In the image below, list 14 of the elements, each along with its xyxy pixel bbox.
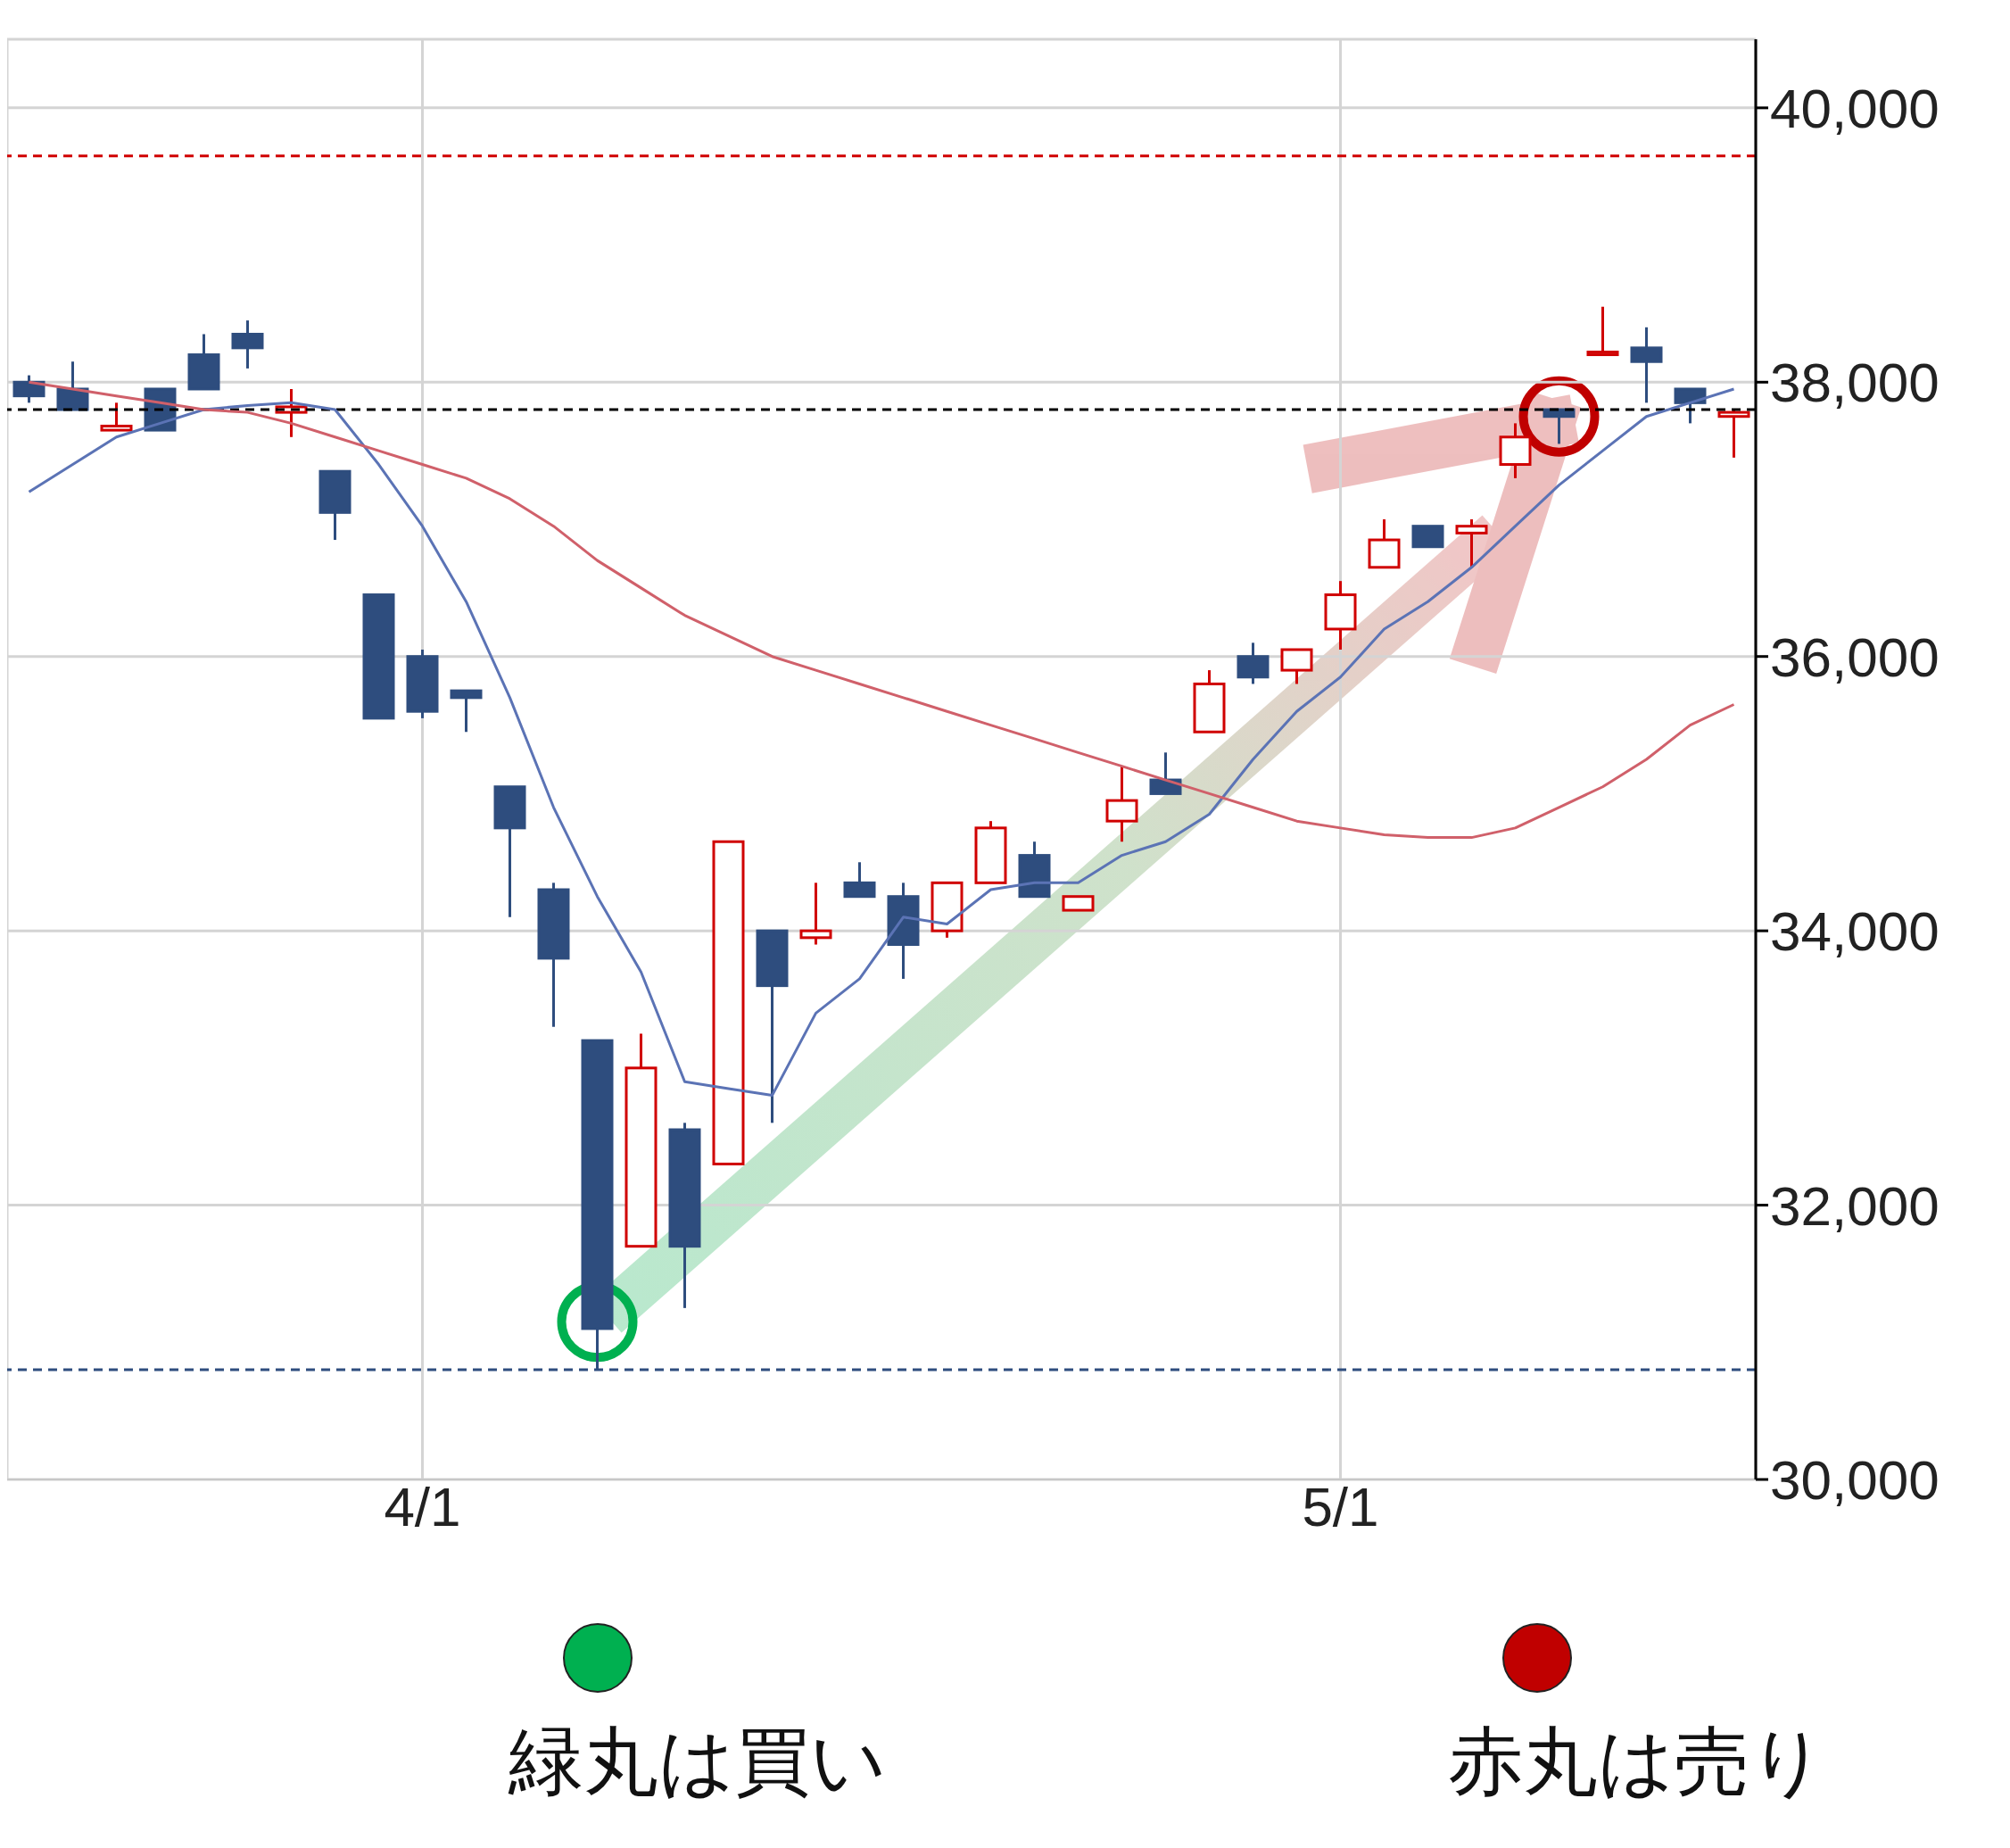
candlestick	[799, 883, 832, 945]
y-tick-label: 38,000	[1770, 352, 1940, 414]
line-series	[28, 387, 1735, 1098]
x-tick-label: 5/1	[1302, 1476, 1379, 1538]
y-tick-label: 32,000	[1770, 1174, 1940, 1237]
candlestick	[1455, 519, 1488, 568]
x-tick-label: 4/1	[384, 1476, 461, 1538]
text: 赤丸は売り	[1448, 1719, 1826, 1805]
y-tick-label: 30,000	[1770, 1449, 1940, 1512]
y-tick-label: 40,000	[1770, 77, 1940, 139]
text: 緑丸は買い	[508, 1719, 887, 1805]
y-tick-label: 34,000	[1770, 900, 1940, 963]
y-tick-label: 36,000	[1770, 626, 1940, 688]
candlestick	[1586, 306, 1619, 357]
